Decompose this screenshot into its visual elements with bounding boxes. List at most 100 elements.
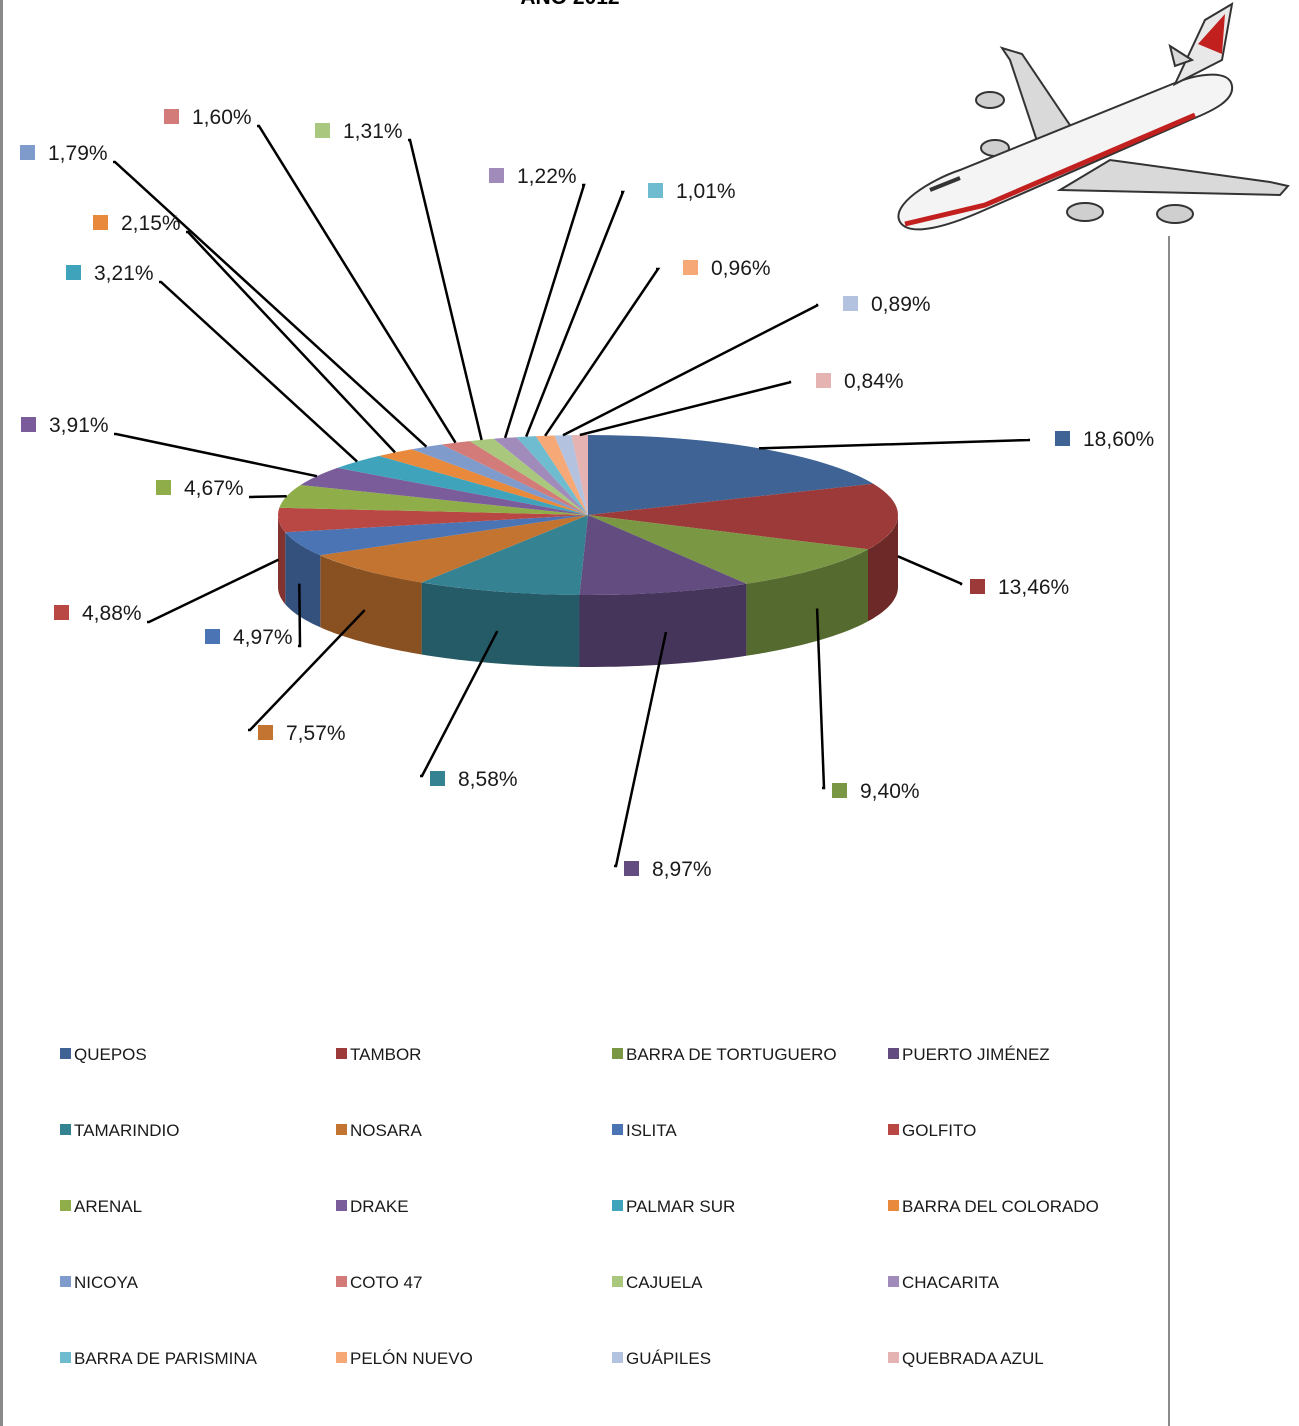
legend-label-palmar-sur: PALMAR SUR (626, 1197, 735, 1216)
pie-slice-coto-47 (441, 441, 588, 515)
pie-slice-drake (300, 467, 588, 515)
pie-side-golfito (278, 515, 286, 605)
legend-label-chacarita: CHACARITA (902, 1273, 1000, 1292)
leader-line-tambor (897, 555, 963, 586)
leader-line-arenal (249, 494, 287, 499)
data-label-key-golfito (54, 605, 69, 620)
legend-label-quepos: QUEPOS (74, 1045, 147, 1064)
chart-title: AÑO 2012 (380, 0, 760, 10)
data-label-key-drake (21, 417, 36, 432)
leader-line-barra-del-colorado (186, 230, 396, 454)
legend-label-islita: ISLITA (626, 1121, 677, 1140)
data-label-key-puerto-jimenez (624, 861, 639, 876)
pie-slice-cajuela (469, 438, 588, 515)
legend-swatch-drake (336, 1200, 347, 1211)
leader-lines (113, 124, 1031, 868)
legend-label-cajuela: CAJUELA (626, 1273, 703, 1292)
pie-side-tambor (868, 515, 898, 622)
data-label-key-nosara (258, 725, 273, 740)
legend-label-quebrada-azul: QUEBRADA AZUL (902, 1349, 1044, 1368)
legend-swatch-nosara (336, 1124, 347, 1135)
pie-slice-islita (285, 515, 588, 556)
leader-line-islita (298, 583, 302, 648)
data-label-key-quepos (1055, 431, 1070, 446)
legend-swatch-quebrada-azul (888, 1352, 899, 1363)
leader-line-drake (114, 432, 318, 478)
chart-frame-right-border (1168, 236, 1170, 1426)
data-label-quebrada-azul: 0,84% (844, 370, 904, 393)
pie-slice-nicoya (411, 444, 588, 515)
legend-swatch-palmar-sur (612, 1200, 623, 1211)
pie-slice-puerto-jimenez (579, 515, 747, 596)
data-label-golfito: 4,88% (82, 602, 142, 625)
legend-label-pelon-nuevo: PELÓN NUEVO (350, 1349, 473, 1368)
pie-slice-quepos (588, 435, 874, 515)
pie-slice-tamarindio (421, 515, 588, 595)
pie-side-tamarindio (421, 582, 580, 667)
legend-swatch-puerto-jimenez (888, 1048, 899, 1059)
legend-label-nicoya: NICOYA (74, 1273, 139, 1292)
legend-label-arenal: ARENAL (74, 1197, 142, 1216)
legend-swatch-chacarita (888, 1276, 899, 1287)
pie-slice-barra-del-colorado (379, 449, 588, 515)
leader-line-quepos (758, 438, 1031, 450)
data-label-key-barra-de-tortuguero (832, 783, 847, 798)
pie-slice-barra-de-tortuguero (588, 515, 868, 584)
leader-line-quebrada-azul (579, 380, 792, 437)
pie-slice-arenal (279, 485, 588, 515)
legend-label-barra-del-colorado: BARRA DEL COLORADO (902, 1197, 1099, 1216)
data-label-key-arenal (156, 480, 171, 495)
pie-slice-guapiles (554, 435, 588, 515)
legend-label-nosara: NOSARA (350, 1121, 422, 1140)
legend-swatch-golfito (888, 1124, 899, 1135)
airplane-icon (897, 2, 1290, 231)
data-label-key-palmar-sur (66, 265, 81, 280)
data-label-chacarita: 1,22% (517, 165, 577, 188)
data-label-key-tamarindio (430, 771, 445, 786)
legend-swatch-nicoya (60, 1276, 71, 1287)
data-label-barra-del-colorado: 2,15% (121, 212, 181, 235)
leader-line-puerto-jimenez (614, 631, 668, 868)
legend-label-tambor: TAMBOR (350, 1045, 421, 1064)
data-label-key-guapiles (843, 296, 858, 311)
legend-label-guapiles: GUÁPILES (626, 1349, 711, 1368)
legend-label-puerto-jimenez: PUERTO JIMÉNEZ (902, 1045, 1050, 1064)
leader-line-nosara (248, 609, 366, 732)
legend-swatch-coto-47 (336, 1276, 347, 1287)
legend-swatch-guapiles (612, 1352, 623, 1363)
data-label-palmar-sur: 3,21% (94, 262, 154, 285)
legend-swatch-arenal (60, 1200, 71, 1211)
data-label-quepos: 18,60% (1083, 428, 1154, 451)
leader-line-barra-de-parismina (525, 190, 625, 438)
leader-line-cajuela (408, 138, 483, 441)
data-label-coto-47: 1,60% (192, 106, 252, 129)
leader-line-palmar-sur (159, 280, 358, 463)
pie-slice-tambor (588, 483, 898, 550)
legend-swatch-cajuela (612, 1276, 623, 1287)
data-label-barra-de-parismina: 1,01% (676, 180, 736, 203)
data-label-key-islita (205, 629, 220, 644)
leader-line-guapiles (562, 303, 819, 437)
data-label-arenal: 4,67% (184, 477, 244, 500)
data-label-tamarindio: 8,58% (458, 768, 518, 791)
leader-line-coto-47 (257, 124, 457, 444)
pie-slice-barra-de-parismina (516, 436, 588, 515)
data-label-guapiles: 0,89% (871, 293, 931, 316)
data-label-puerto-jimenez: 8,97% (652, 858, 712, 881)
pie-slices (278, 434, 898, 596)
legend-swatch-pelon-nuevo (336, 1352, 347, 1363)
data-label-tambor: 13,46% (998, 576, 1069, 599)
legend-swatch-islita (612, 1124, 623, 1135)
pie-slice-palmar-sur (337, 455, 588, 515)
legend-label-barra-de-parismina: BARRA DE PARISMINA (74, 1349, 258, 1368)
pie-slice-golfito (278, 507, 588, 533)
data-labels: 18,60% 13,46% 9,40% 8,97% 8,58% 7,57% 4,97% 4,8… (20, 106, 1154, 881)
pie-slice-chacarita (493, 437, 588, 515)
legend-label-barra-de-tortuguero: BARRA DE TORTUGUERO (626, 1045, 837, 1064)
legend-swatch-tambor (336, 1048, 347, 1059)
data-label-islita: 4,97% (233, 626, 293, 649)
pie-slice-pelon-nuevo (535, 435, 588, 515)
leader-line-nicoya (113, 160, 428, 448)
legend: QUEPOS TAMBOR BARRA DE TORTUGUERO PUERTO JI… (60, 1045, 1099, 1368)
